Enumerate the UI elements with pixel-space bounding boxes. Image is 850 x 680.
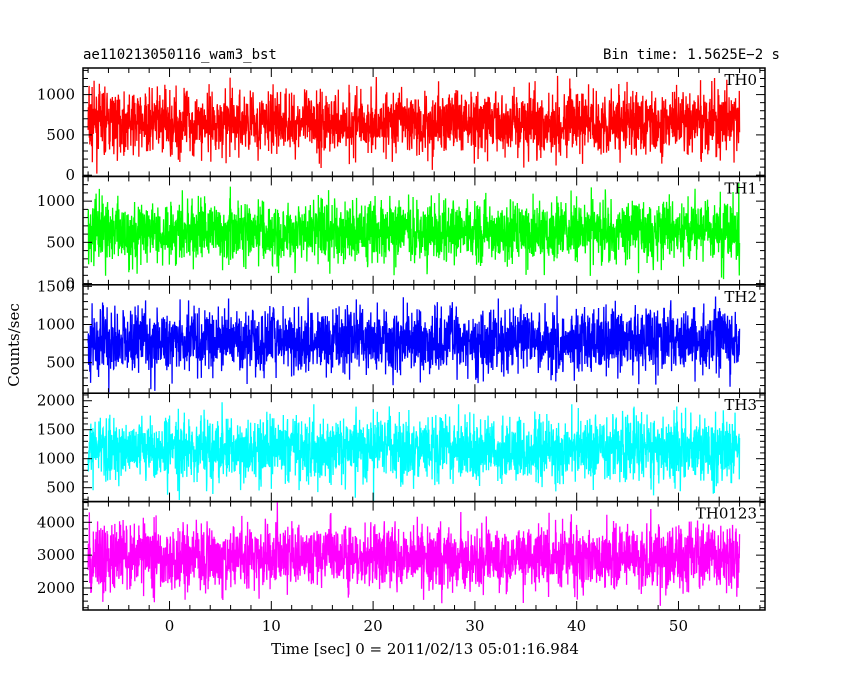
y-tick-label: 1000 bbox=[37, 450, 75, 468]
series-line-th3 bbox=[87, 402, 741, 502]
y-tick-label: 2000 bbox=[37, 579, 75, 597]
x-tick-label: 40 bbox=[567, 617, 586, 635]
panel-th3: 500 1000 1500 2000 TH3 bbox=[37, 392, 766, 503]
chart-title-right: Bin time: 1.5625E−2 s bbox=[603, 47, 780, 63]
x-tick-label: 20 bbox=[364, 617, 383, 635]
x-tick-label: 0 bbox=[165, 617, 175, 635]
y-tick-label: 500 bbox=[46, 479, 75, 497]
y-tick-label: 1000 bbox=[37, 315, 75, 333]
y-tick-label: 1000 bbox=[37, 86, 75, 104]
x-axis-label: Time [sec] 0 = 2011/02/13 05:01:16.984 bbox=[271, 640, 579, 658]
panel-th0: 0 500 1000 TH0 bbox=[37, 67, 766, 184]
y-tick-label: 1500 bbox=[37, 277, 75, 295]
panel-label: TH3 bbox=[724, 396, 757, 414]
panel-label: TH2 bbox=[724, 288, 757, 306]
y-axis-label: Counts/sec bbox=[5, 303, 23, 387]
y-tick-label: 0 bbox=[65, 275, 75, 293]
y-tick-label: 3000 bbox=[37, 546, 75, 564]
chart-title-left: ae110213050116_wam3_bst bbox=[83, 47, 277, 63]
panel-th1: 0 500 1000 TH1 bbox=[37, 175, 766, 293]
x-tick-label: 50 bbox=[669, 617, 688, 635]
x-tick-label: 30 bbox=[465, 617, 484, 635]
y-tick-label: 2000 bbox=[37, 392, 75, 410]
panel-frame bbox=[82, 500, 766, 611]
y-tick-label: 4000 bbox=[37, 513, 75, 531]
panel-label: TH0123 bbox=[696, 505, 757, 523]
panel-th2: 500 1000 1500 TH2 bbox=[37, 277, 766, 394]
y-tick-label: 1500 bbox=[37, 421, 75, 439]
y-tick-label: 500 bbox=[46, 233, 75, 251]
panel-th0123: 2000 3000 4000 TH0123 bbox=[37, 500, 766, 611]
panel-label: TH1 bbox=[724, 179, 757, 197]
y-tick-label: 0 bbox=[65, 166, 75, 184]
panel-label: TH0 bbox=[724, 71, 757, 89]
series-line-th0 bbox=[87, 75, 741, 174]
y-tick-label: 1000 bbox=[37, 192, 75, 210]
y-tick-label: 500 bbox=[46, 126, 75, 144]
panels: 0 500 1000 TH0 0 500 1000 TH1 500 1000 1500 TH2 500 1… bbox=[37, 67, 766, 611]
series-line-th1 bbox=[87, 182, 741, 280]
x-axis: 0 10 20 30 40 50 bbox=[165, 617, 688, 635]
x-tick-label: 10 bbox=[262, 617, 281, 635]
series-line-th2 bbox=[87, 295, 741, 393]
y-tick-label: 500 bbox=[46, 354, 75, 372]
series-line-th0123 bbox=[87, 501, 741, 606]
